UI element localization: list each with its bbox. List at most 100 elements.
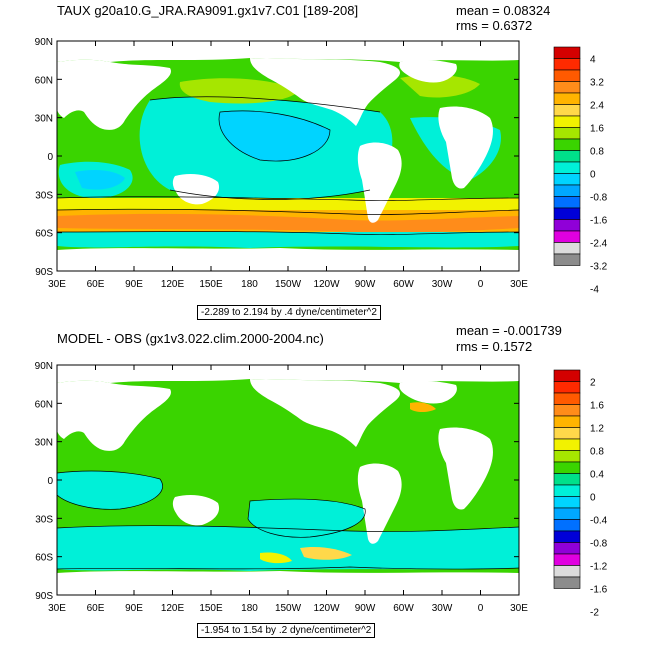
colorbar-box xyxy=(553,184,581,197)
colorbar-label: -3.2 xyxy=(590,262,608,273)
so-southern-easterlies xyxy=(57,232,519,248)
north-pacific-westerlies xyxy=(179,78,300,104)
so-band-core xyxy=(57,213,519,233)
colorbar-label: -0.8 xyxy=(590,539,608,550)
lon-tick-label: 150E xyxy=(199,603,223,614)
range-label: -2.289 to 2.194 by .4 dyne/centimeter^2 xyxy=(197,305,381,320)
colorbar-label: 0.4 xyxy=(590,470,604,481)
lat-tick-label: 60N xyxy=(35,399,53,410)
colorbar-label: 0.8 xyxy=(590,147,604,158)
lon-tick-label: 60E xyxy=(87,603,105,614)
colorbar-box xyxy=(553,553,581,566)
lon-tick-label: 30E xyxy=(48,603,66,614)
lon-tick-label: 60W xyxy=(393,279,414,290)
colorbar-label: -4 xyxy=(590,285,599,296)
lon-tick-label: 90E xyxy=(125,279,143,290)
colorbar-box xyxy=(553,81,581,94)
colorbar-label: 1.6 xyxy=(590,401,604,412)
south-america-landmask xyxy=(357,463,402,544)
contour-line xyxy=(149,96,381,113)
colorbar-box xyxy=(553,473,581,486)
mean-value: mean = 0.08324 xyxy=(456,3,551,18)
rms-value: rms = 0.6372 xyxy=(456,18,533,33)
colorbar-box xyxy=(553,507,581,520)
colorbar-label: 0.8 xyxy=(590,447,604,458)
colorbar-box xyxy=(553,484,581,497)
lat-tick-label: 60S xyxy=(35,553,53,564)
australia-landmask xyxy=(172,495,220,526)
contour-line xyxy=(57,470,163,510)
colorbar-box xyxy=(553,565,581,578)
lat-tick-label: 30S xyxy=(35,190,53,201)
lon-tick-label: 180 xyxy=(241,603,258,614)
positive-patch xyxy=(410,402,436,412)
lat-tick-label: 30S xyxy=(35,514,53,525)
lon-tick-label: 150W xyxy=(275,279,302,290)
eurasia-landmask xyxy=(57,380,171,451)
colorbar-box xyxy=(553,496,581,509)
panel-title: TAUX g20a10.G_JRA.RA9091.gx1v7.C01 [189-… xyxy=(57,3,359,18)
colorbar-box xyxy=(553,438,581,451)
colorbar-box xyxy=(553,230,581,243)
arctic-mask xyxy=(57,41,519,62)
lat-tick-label: 90S xyxy=(35,267,53,278)
colorbar-box xyxy=(553,404,581,417)
lat-tick-label: 90N xyxy=(35,361,53,372)
diff-field xyxy=(57,365,519,595)
antarctic-mask xyxy=(57,571,519,595)
lat-tick-label: 30N xyxy=(35,114,53,125)
colorbar-box xyxy=(553,381,581,394)
colorbar-box xyxy=(553,415,581,428)
mean-value: mean = -0.001739 xyxy=(456,323,562,338)
range-label: -1.954 to 1.54 by .2 dyne/centimeter^2 xyxy=(197,623,376,638)
colorbar-box xyxy=(553,127,581,140)
colorbar-box xyxy=(553,161,581,174)
lon-tick-label: 120W xyxy=(313,603,340,614)
lon-tick-label: 180 xyxy=(241,279,258,290)
colorbar-box xyxy=(553,219,581,232)
lon-tick-label: 30W xyxy=(432,279,453,290)
colorbar-box xyxy=(553,253,581,266)
north-america-landmask xyxy=(250,379,400,447)
colorbar-box xyxy=(553,519,581,532)
antarctic-mask xyxy=(57,248,519,271)
colorbar-box xyxy=(553,92,581,105)
lat-tick-label: 90N xyxy=(35,37,53,48)
lon-tick-label: 60W xyxy=(393,603,414,614)
colorbar-box xyxy=(553,576,581,589)
negative-patch xyxy=(57,471,163,510)
lon-tick-label: 90W xyxy=(355,603,376,614)
colorbar-box xyxy=(553,173,581,186)
colorbar-box xyxy=(553,450,581,463)
lon-tick-label: 30E xyxy=(48,279,66,290)
negative-patch xyxy=(248,499,366,538)
colorbar-label: -0.4 xyxy=(590,516,608,527)
colorbar-box xyxy=(553,542,581,555)
lon-tick-label: 120E xyxy=(161,279,185,290)
colorbar-box xyxy=(553,150,581,163)
colorbar-label: 2 xyxy=(590,378,596,389)
colorbar-box xyxy=(553,115,581,128)
africa-landmask xyxy=(438,427,493,510)
lon-tick-label: 30E xyxy=(510,279,528,290)
lon-tick-label: 90E xyxy=(125,603,143,614)
taux-panel: TAUX g20a10.G_JRA.RA9091.gx1v7.C01 [189-… xyxy=(0,0,647,323)
colorbar-box xyxy=(553,392,581,405)
indian-trade-core xyxy=(75,170,125,190)
colorbar-label: -2 xyxy=(590,608,599,619)
contour-line xyxy=(169,189,371,200)
lon-tick-label: 0 xyxy=(478,603,484,614)
pacific-trade-core xyxy=(219,110,330,161)
panel-title: MODEL - OBS (gx1v3.022.clim.2000-2004.nc… xyxy=(57,331,324,346)
lon-tick-label: 90W xyxy=(355,279,376,290)
colorbar-box xyxy=(553,242,581,255)
lat-tick-label: 0 xyxy=(47,152,53,163)
lat-tick-label: 60N xyxy=(35,75,53,86)
colorbar-label: 4 xyxy=(590,55,596,66)
colorbar-box xyxy=(553,69,581,82)
rms-value: rms = 0.1572 xyxy=(456,339,533,354)
